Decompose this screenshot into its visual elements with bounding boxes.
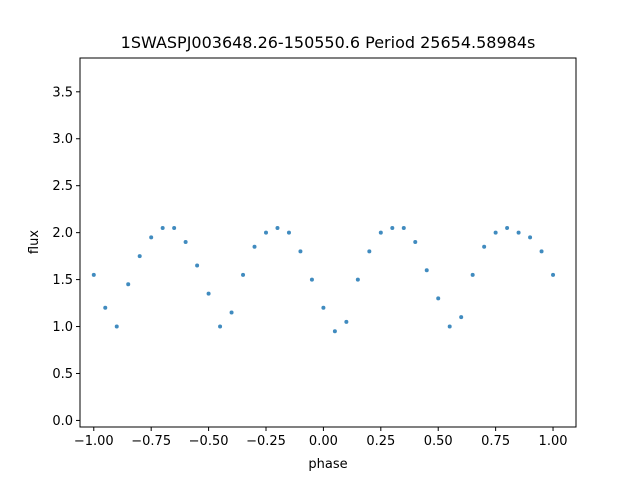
data-point bbox=[424, 268, 429, 273]
y-tick-label: 2.0 bbox=[52, 226, 73, 241]
data-point bbox=[401, 225, 406, 230]
data-point bbox=[390, 225, 395, 230]
data-point bbox=[447, 324, 452, 329]
data-point bbox=[137, 254, 142, 259]
y-axis: 0.0 0.5 1.0 1.5 2.0 2.5 3.0 3.5 bbox=[52, 85, 80, 429]
data-points bbox=[91, 225, 556, 334]
y-tick-label: 1.0 bbox=[52, 320, 73, 335]
y-axis-title: flux bbox=[27, 230, 42, 254]
x-tick-label: 0.00 bbox=[309, 434, 338, 449]
data-point bbox=[321, 305, 326, 310]
data-point bbox=[114, 324, 119, 329]
y-tick-label: 3.5 bbox=[52, 85, 73, 100]
chart-title: 1SWASPJ003648.26-150550.6 Period 25654.5… bbox=[121, 33, 536, 52]
data-point bbox=[218, 324, 223, 329]
x-tick-label: −0.75 bbox=[131, 434, 171, 449]
data-point bbox=[149, 235, 154, 240]
x-axis: −1.00 −0.75 −0.50 −0.25 0.00 0.25 0.50 0.75 1.00 bbox=[74, 427, 568, 449]
x-tick-label: 0.50 bbox=[424, 434, 453, 449]
x-tick-label: −1.00 bbox=[74, 434, 114, 449]
data-point bbox=[172, 225, 177, 230]
data-point bbox=[516, 230, 521, 235]
data-point bbox=[195, 263, 200, 268]
data-point bbox=[275, 225, 280, 230]
data-point bbox=[183, 240, 188, 245]
data-point bbox=[539, 249, 544, 254]
data-point bbox=[160, 225, 165, 230]
data-point bbox=[413, 240, 418, 245]
y-tick-label: 0.5 bbox=[52, 367, 73, 382]
data-point bbox=[332, 329, 337, 334]
data-point bbox=[528, 235, 533, 240]
x-tick-label: −0.50 bbox=[189, 434, 229, 449]
data-point bbox=[378, 230, 383, 235]
x-tick-label: 0.25 bbox=[366, 434, 395, 449]
data-point bbox=[493, 230, 498, 235]
data-point bbox=[367, 249, 372, 254]
data-point bbox=[355, 277, 360, 282]
data-point bbox=[286, 230, 291, 235]
data-point bbox=[91, 272, 96, 277]
x-tick-label: 0.75 bbox=[481, 434, 510, 449]
y-tick-label: 3.0 bbox=[52, 132, 73, 147]
data-point bbox=[309, 277, 314, 282]
y-tick-label: 0.0 bbox=[52, 414, 73, 429]
data-point bbox=[459, 315, 464, 320]
data-point bbox=[436, 296, 441, 301]
y-tick-label: 2.5 bbox=[52, 179, 73, 194]
data-point bbox=[482, 244, 487, 249]
data-point bbox=[126, 282, 131, 287]
data-point bbox=[505, 225, 510, 230]
data-point bbox=[551, 272, 556, 277]
data-point bbox=[344, 319, 349, 324]
data-point bbox=[103, 305, 108, 310]
y-tick-label: 1.5 bbox=[52, 273, 73, 288]
data-point bbox=[252, 244, 257, 249]
data-point bbox=[264, 230, 268, 235]
x-tick-label: 1.00 bbox=[539, 434, 568, 449]
x-tick-label: −0.25 bbox=[246, 434, 286, 449]
x-axis-title: phase bbox=[308, 457, 347, 472]
data-point bbox=[241, 272, 246, 277]
plot-frame bbox=[79, 57, 577, 428]
data-point bbox=[298, 249, 303, 254]
data-point bbox=[229, 310, 234, 315]
data-point bbox=[470, 272, 475, 277]
data-point bbox=[206, 291, 211, 296]
